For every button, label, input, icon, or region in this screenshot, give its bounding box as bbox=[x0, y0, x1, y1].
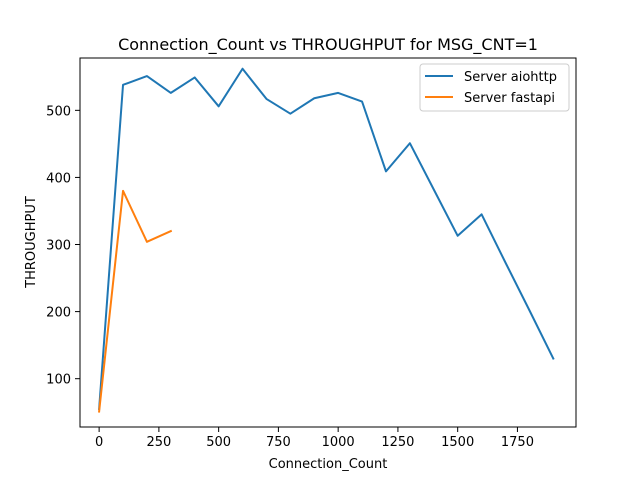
x-tick-label: 1750 bbox=[501, 435, 534, 450]
y-tick-label: 300 bbox=[46, 239, 71, 254]
y-tick-label: 200 bbox=[46, 306, 71, 321]
legend-label-fastapi: Server fastapi bbox=[464, 91, 555, 106]
axes-frame bbox=[79, 57, 577, 428]
series-line-aiohttp bbox=[98, 67, 555, 410]
x-tick-label: 1500 bbox=[441, 435, 474, 450]
x-axis-label: Connection_Count bbox=[269, 457, 388, 472]
x-tick-label: 250 bbox=[146, 435, 171, 450]
y-tick-label: 100 bbox=[46, 373, 71, 388]
legend-label-aiohttp: Server aiohttp bbox=[464, 70, 557, 85]
chart-title: Connection_Count vs THROUGHPUT for MSG_C… bbox=[118, 35, 538, 55]
y-axis-label: THROUGHPUT bbox=[24, 196, 39, 289]
x-tick-label: 500 bbox=[206, 435, 231, 450]
x-tick-label: 750 bbox=[266, 435, 291, 450]
y-tick-label: 500 bbox=[46, 104, 71, 119]
legend: Server aiohttp Server fastapi bbox=[419, 63, 570, 112]
plot-area: 0 250 500 750 1000 1250 1500 1750 100 200 300 400 50… bbox=[46, 57, 577, 450]
x-tick-label: 0 bbox=[95, 435, 103, 450]
x-tick-label: 1000 bbox=[322, 435, 355, 450]
x-tick-label: 1250 bbox=[381, 435, 414, 450]
series-line-fastapi bbox=[98, 189, 173, 413]
legend-box bbox=[419, 63, 570, 112]
y-tick-label: 400 bbox=[46, 171, 71, 186]
